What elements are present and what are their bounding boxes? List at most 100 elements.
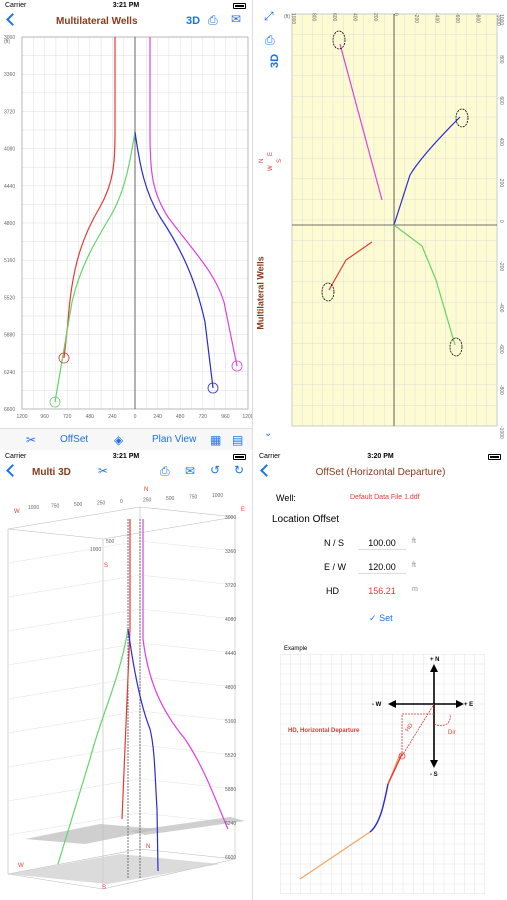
top-axis-label: 250 [143,498,152,504]
plan-target-red [321,282,335,302]
example-diagram: + N - S - W + E HD, Horizontal Departure… [280,654,485,894]
3d-well-green [57,628,129,865]
x-tick: 720 [63,414,72,420]
set-button[interactable]: ✓ Set [369,613,393,624]
tools-icon[interactable]: ✂ [98,464,109,478]
top-axis-label: 750 [51,504,60,510]
top-axis-label: 750 [189,495,198,501]
well-green [54,131,136,403]
hd-unit: m [412,586,418,593]
3d-compass-w-bottom: W [18,863,24,869]
x-tick: 960 [40,414,49,420]
3d-compass-n-bottom: N [146,844,150,850]
clock: 3:21 PM [112,2,140,9]
rotate-right-icon[interactable]: ↻ [234,463,245,477]
3d-depth-tick: 4440 [225,651,236,657]
section-title: Location Offset [272,514,340,525]
status-bar: Carrier 3:20 PM [254,451,507,463]
depth-tick: 6600 [4,407,15,413]
unit-label: (ft) [4,39,10,45]
top-axis-label: 1000 [212,493,223,499]
well-label: Well: [276,493,296,503]
3d-depth-tick: 5160 [225,719,236,725]
ew-unit: ft [412,562,416,569]
x-tick: 720 [199,414,208,420]
3d-compass-n: N [144,487,148,493]
paint-icon[interactable]: ◈ [114,433,124,447]
target-blue [207,382,219,394]
clock: 3:21 PM [112,453,140,460]
top-axis-label: 0 [120,499,123,505]
x-tick: 960 [221,414,230,420]
tools-icon[interactable]: ✂ [26,433,37,447]
ew-tick: -200 [413,13,419,23]
ns-tick: -200 [498,261,504,271]
plane-upper [25,824,160,844]
mail-icon[interactable]: ✉ [231,12,242,26]
print-icon[interactable]: ⎙ [265,33,275,47]
ns-tick: 800 [498,55,504,64]
battery-icon [488,454,501,460]
print-icon[interactable]: ⎙ [160,464,170,478]
top-axis-label: 250 [97,501,106,507]
ew-tick: -1000 [495,13,501,26]
offset-button[interactable]: OffSet [60,434,89,445]
ew-tick: 200 [372,13,378,22]
target-red [58,352,70,364]
ew-label: E / W [324,562,346,572]
battery-icon [233,3,246,9]
status-bar: Carrier 3:21 PM [0,0,252,12]
depth-tick: 5160 [4,258,15,264]
3d-button[interactable]: 3D [269,53,282,69]
ew-tick: 1000 [290,13,296,24]
3d-compass-e: E [241,507,245,513]
mail-icon[interactable]: ✉ [185,464,196,478]
ns-unit: ft [412,538,416,545]
plan-view-button[interactable]: Plan View [152,434,197,445]
page-title: Multilateral Wells [56,16,138,27]
section-chart: (ft) 30003360372040804440480051605520588… [4,35,252,420]
ns-tick: 400 [498,138,504,147]
ew-tick: 800 [311,13,317,22]
target-magenta [231,360,243,372]
ns-tick: 600 [498,96,504,105]
3d-depth-tick: 5880 [225,787,236,793]
well-file[interactable]: Default Data File 1.ddf [350,494,420,501]
table-icon[interactable]: ▤ [232,433,244,447]
top-axis-label: 1000 [28,505,39,511]
depth-tick: 4800 [4,221,15,227]
x-tick: 480 [86,414,95,420]
bottom-toolbar: ✂ OffSet ◈ Plan View ▦ ▤ [0,428,252,450]
ns-label: N / S [324,538,345,548]
back-icon[interactable] [6,13,19,26]
plan-chart: 1000 800 600 400 200 0 -200 -400 -600 -800 -1000 1… [284,13,504,439]
ex-hd: HD [405,722,415,733]
x-tick: 240 [108,414,117,420]
plan-target-magenta [332,30,346,50]
depth-tick: 3720 [4,109,15,115]
compass-w: W [268,165,274,171]
ew-input[interactable]: 120.00 [358,560,406,574]
ns-input[interactable]: 100.00 [358,536,406,550]
compass-e: E [268,151,274,156]
3d-compass-s: S [104,563,108,569]
expand-icon[interactable]: ⤢ [264,9,274,23]
ns-tick: -800 [498,385,504,395]
well-blue [134,131,214,389]
3d-depth-tick: 4800 [225,685,236,691]
back-icon[interactable] [6,464,19,477]
plan-view-panel: ⤢ ⎙ 3D ⌄ N S W E Multilateral Wells 1000… [254,0,507,450]
x-tick: 480 [176,414,185,420]
3d-button[interactable]: 3D [186,15,201,27]
depth-tick: 3360 [4,72,15,78]
chevron-down-icon[interactable]: ⌄ [264,428,273,439]
rotate-left-icon[interactable]: ↺ [210,463,221,477]
depth-tick: 3000 [4,35,15,41]
ew-tick: -800 [475,13,481,23]
print-icon[interactable]: ⎙ [208,13,218,27]
grid-icon[interactable]: ▦ [210,433,222,447]
3d-depth-tick: 5520 [225,753,236,759]
unit-label: (ft) [284,14,290,20]
status-bar: Carrier 3:21 PM [0,451,252,463]
example-title: Example [284,646,308,652]
